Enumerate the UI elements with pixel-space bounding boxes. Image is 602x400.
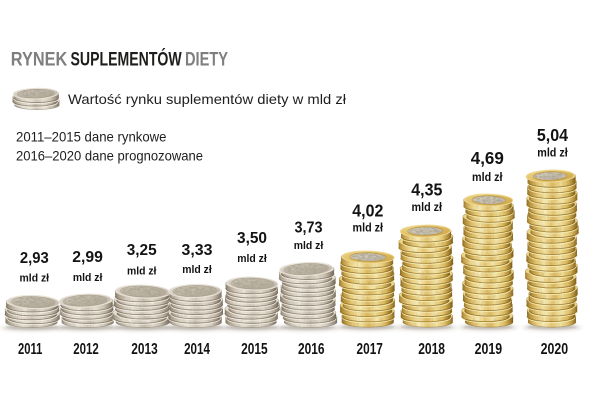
- svg-text:4,35: 4,35: [411, 179, 443, 199]
- svg-text:4,69: 4,69: [471, 148, 504, 168]
- svg-text:DIETY: DIETY: [185, 49, 228, 70]
- svg-text:2018: 2018: [418, 341, 445, 358]
- svg-text:2011–2015 dane rynkowe: 2011–2015 dane rynkowe: [16, 128, 167, 144]
- svg-text:mld zł: mld zł: [127, 265, 157, 277]
- svg-text:3,50: 3,50: [237, 230, 267, 247]
- svg-text:3,73: 3,73: [295, 219, 323, 236]
- svg-text:mld zł: mld zł: [353, 220, 384, 234]
- svg-text:2012: 2012: [73, 341, 99, 358]
- svg-text:mld zł: mld zł: [412, 200, 443, 214]
- svg-text:4,02: 4,02: [352, 201, 383, 221]
- svg-text:SUPLEMENTÓW: SUPLEMENTÓW: [71, 48, 182, 70]
- svg-text:2020: 2020: [541, 341, 569, 358]
- svg-text:mld zł: mld zł: [294, 240, 324, 252]
- svg-text:3,25: 3,25: [127, 242, 157, 259]
- svg-text:2011: 2011: [18, 341, 42, 358]
- svg-text:2019: 2019: [475, 341, 503, 358]
- svg-text:mld zł: mld zł: [20, 273, 50, 285]
- svg-text:2014: 2014: [184, 341, 210, 358]
- svg-text:3,33: 3,33: [182, 242, 213, 259]
- svg-text:2013: 2013: [131, 341, 157, 358]
- svg-text:2015: 2015: [241, 341, 268, 358]
- svg-text:2,93: 2,93: [20, 250, 49, 267]
- svg-text:mld zł: mld zł: [237, 253, 267, 265]
- svg-text:mld zł: mld zł: [73, 272, 103, 284]
- svg-text:2016–2020 dane prognozowane: 2016–2020 dane prognozowane: [16, 147, 203, 163]
- svg-text:2016: 2016: [298, 341, 325, 358]
- svg-text:2,99: 2,99: [72, 249, 103, 266]
- svg-text:2017: 2017: [357, 341, 383, 358]
- svg-text:Wartość rynku suplementów diet: Wartość rynku suplementów diety w mld zł: [68, 91, 347, 107]
- svg-text:mld zł: mld zł: [182, 264, 212, 276]
- svg-text:RYNEK: RYNEK: [11, 49, 68, 70]
- svg-text:5,04: 5,04: [537, 125, 569, 145]
- svg-text:mld zł: mld zł: [472, 170, 503, 184]
- svg-text:mld zł: mld zł: [537, 146, 568, 160]
